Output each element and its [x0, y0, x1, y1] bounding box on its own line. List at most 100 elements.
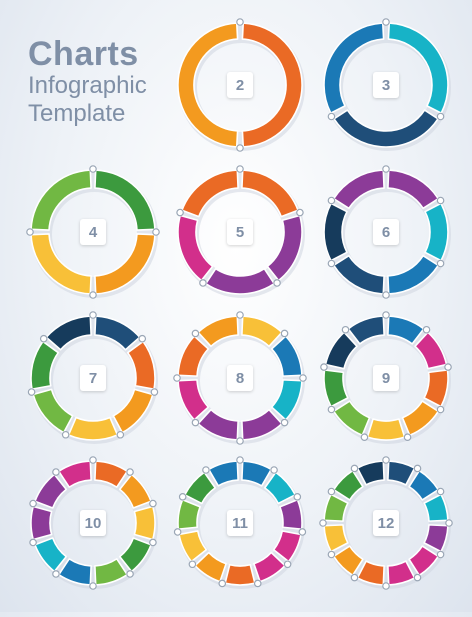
- ring-dot-marker: [283, 560, 292, 569]
- ring-dot-marker: [199, 279, 207, 287]
- ring-dot-marker: [61, 430, 70, 439]
- ring-dot-marker: [436, 196, 445, 205]
- ring-dot-marker: [299, 374, 307, 382]
- chart-number-label: 5: [227, 219, 253, 245]
- ring-dot-marker: [436, 405, 445, 414]
- ring-segment: [57, 460, 92, 488]
- ring-segment: [387, 254, 440, 295]
- ring-dot-marker: [327, 405, 336, 414]
- ring-segment: [224, 563, 256, 586]
- title-charts: Charts: [28, 35, 139, 73]
- ring-chart-4: [26, 165, 160, 299]
- ring-segment: [401, 400, 440, 437]
- ring-segment: [133, 505, 156, 541]
- ring-segment: [423, 369, 449, 408]
- ring-dot-marker: [89, 311, 97, 319]
- ring-dot-marker: [296, 208, 304, 217]
- ring-dot-marker: [350, 573, 359, 582]
- chart-number-label: 12: [373, 510, 399, 536]
- ring-dot-marker: [327, 112, 336, 121]
- ring-dot-marker: [26, 228, 34, 236]
- ring-dot-marker: [236, 144, 244, 152]
- ring-dot-marker: [236, 165, 244, 173]
- ring-segment: [387, 560, 416, 586]
- ring-dot-marker: [293, 493, 302, 501]
- ring-dot-marker: [191, 418, 200, 427]
- ring-segment: [94, 315, 141, 351]
- chart-number-label: 4: [80, 219, 106, 245]
- ring-dot-marker: [126, 570, 134, 578]
- ring-dot-marker: [89, 165, 97, 173]
- ring-dot-marker: [191, 329, 200, 338]
- ring-segment: [270, 379, 303, 421]
- ring-segment: [347, 315, 385, 345]
- ring-segment: [183, 471, 216, 505]
- ring-segment: [414, 331, 448, 370]
- ring-segment: [57, 558, 92, 586]
- ring-segment: [241, 460, 273, 487]
- ring-segment: [177, 379, 210, 421]
- ring-chart-12: [319, 456, 453, 590]
- ring-segment: [323, 524, 349, 553]
- ring-segment: [177, 335, 210, 377]
- ring-dot-marker: [150, 388, 159, 396]
- ring-segment: [323, 493, 349, 522]
- ring-segment: [408, 545, 440, 577]
- ring-segment: [194, 551, 227, 583]
- ring-dot-marker: [280, 329, 289, 338]
- ring-dot-marker: [436, 259, 445, 268]
- ring-segment: [241, 408, 283, 441]
- ring-dot-marker: [382, 456, 390, 464]
- ring-segment: [30, 340, 60, 390]
- ring-dot-marker: [173, 374, 181, 382]
- chart-number-label: 7: [80, 365, 106, 391]
- ring-segment: [279, 498, 303, 530]
- ring-segment: [34, 473, 68, 509]
- ring-segment: [178, 530, 208, 563]
- title-template: Template: [28, 100, 126, 127]
- ring-dot-marker: [327, 487, 336, 496]
- ring-segment: [332, 254, 385, 295]
- ring-segment: [197, 315, 239, 348]
- ring-dot-marker: [236, 456, 244, 464]
- ring-dot-marker: [202, 466, 210, 474]
- ring-dot-marker: [52, 468, 60, 476]
- ring-segment: [323, 22, 385, 114]
- ring-dot-marker: [360, 433, 369, 442]
- chart-number-label: 3: [373, 72, 399, 98]
- ring-dot-marker: [280, 418, 289, 427]
- ring-dot-marker: [382, 311, 390, 319]
- ring-segment: [356, 560, 385, 586]
- ring-dot-marker: [149, 538, 157, 547]
- ring-segment: [67, 416, 119, 441]
- ring-dot-marker: [149, 499, 157, 508]
- ring-dot-marker: [382, 18, 390, 26]
- ring-dot-marker: [445, 519, 453, 527]
- title-block: Charts Infographic Template: [28, 36, 147, 128]
- ring-dot-marker: [319, 519, 327, 527]
- ring-segment: [118, 473, 152, 509]
- ring-dot-marker: [236, 311, 244, 319]
- ring-segment: [366, 418, 406, 441]
- ring-dot-marker: [29, 499, 37, 508]
- ring-chart-8: [173, 311, 307, 445]
- ring-chart-5: [176, 165, 305, 298]
- ring-dot-marker: [176, 208, 184, 217]
- ring-dot-marker: [327, 196, 336, 205]
- ring-chart-11: [173, 456, 307, 589]
- ring-dot-marker: [152, 228, 160, 236]
- ring-dot-marker: [413, 464, 422, 473]
- ring-dot-marker: [270, 466, 278, 474]
- ring-dot-marker: [327, 259, 336, 268]
- ring-dot-marker: [89, 582, 97, 590]
- ring-dot-marker: [236, 18, 244, 26]
- ring-chart-10: [29, 456, 158, 590]
- chart-number-label: 10: [80, 510, 106, 536]
- ring-segment: [333, 109, 439, 148]
- ring-dot-marker: [327, 550, 336, 559]
- ring-segment: [423, 524, 449, 553]
- ring-dot-marker: [298, 528, 307, 536]
- ring-segment: [126, 340, 156, 390]
- chart-number-label: 11: [227, 510, 253, 536]
